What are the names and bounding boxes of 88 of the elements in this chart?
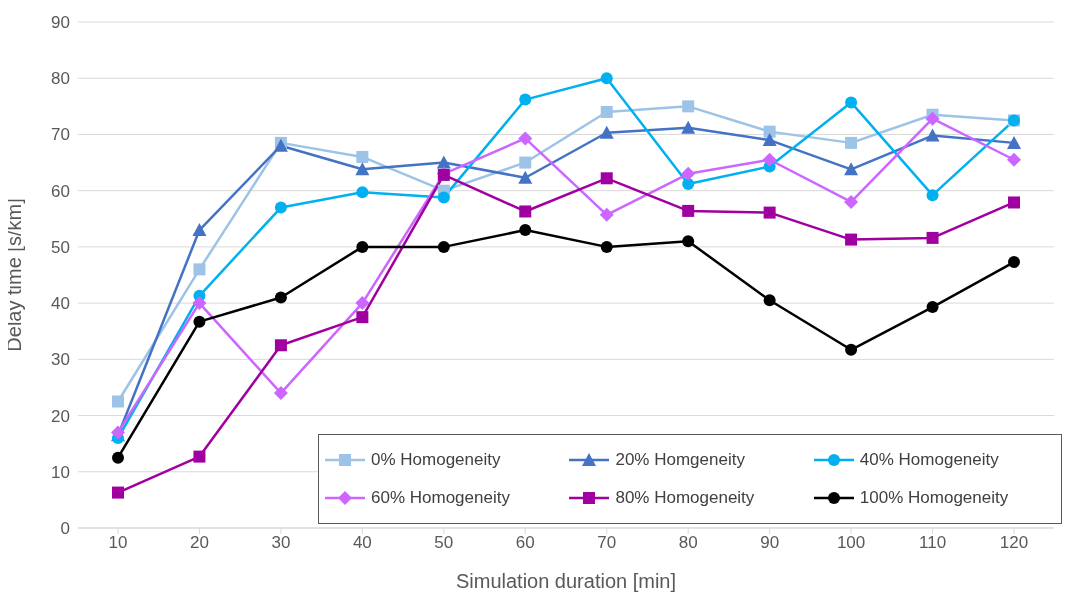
point	[682, 177, 695, 190]
point	[274, 291, 287, 304]
point	[273, 386, 288, 401]
point	[600, 72, 613, 85]
y-tick-label: 70	[51, 125, 70, 145]
point	[193, 315, 206, 328]
point	[519, 205, 532, 218]
point	[600, 240, 613, 253]
point	[437, 191, 450, 204]
y-tick-label: 30	[51, 350, 70, 370]
x-tick-label: 20	[189, 533, 209, 553]
point	[436, 155, 451, 169]
point	[600, 172, 613, 185]
legend-label: 100% Homogeneity	[859, 488, 1009, 508]
legend-label: 0% Homogeneity	[371, 450, 501, 470]
point	[192, 223, 207, 237]
point	[112, 486, 124, 499]
point	[763, 125, 776, 138]
point	[112, 395, 124, 408]
y-tick-label: 90	[51, 13, 70, 33]
y-tick-label: 20	[51, 406, 70, 426]
point	[1007, 135, 1021, 149]
y-tick-label: 80	[51, 69, 70, 89]
point	[356, 186, 369, 199]
x-tick-label: 30	[271, 533, 291, 553]
y-tick-label: 60	[51, 181, 70, 201]
point	[845, 233, 858, 246]
point	[763, 206, 776, 219]
point	[762, 152, 777, 167]
point	[844, 194, 859, 209]
y-tick-label: 10	[51, 462, 70, 482]
point	[437, 240, 450, 253]
y-tick-label: 40	[51, 294, 70, 314]
x-tick-label: 40	[352, 533, 372, 553]
point	[762, 133, 777, 147]
point	[926, 301, 939, 314]
point	[518, 131, 533, 146]
point	[763, 294, 776, 307]
point	[681, 120, 696, 134]
x-tick-label: 60	[515, 533, 535, 553]
x-tick-label: 10	[108, 533, 128, 553]
point	[518, 170, 533, 184]
legend-label: 80% Homogeneity	[615, 488, 755, 508]
point	[355, 296, 370, 311]
y-tick-label: 50	[51, 237, 70, 257]
point	[519, 156, 532, 169]
point	[926, 189, 939, 202]
point	[682, 204, 695, 217]
point	[682, 100, 695, 113]
point	[519, 224, 532, 237]
x-tick-label: 90	[760, 533, 780, 553]
point	[519, 93, 532, 106]
x-tick-label: 50	[434, 533, 454, 553]
point	[193, 450, 206, 463]
point	[926, 231, 939, 244]
point	[599, 125, 614, 139]
point	[274, 201, 287, 214]
point	[356, 150, 369, 163]
legend-label: 40% Homogeneity	[859, 450, 999, 470]
point	[845, 136, 858, 149]
point	[844, 162, 859, 176]
point	[274, 339, 287, 352]
x-tick-label: 110	[918, 533, 947, 553]
point	[356, 240, 369, 253]
y-tick-label: 0	[60, 519, 70, 539]
point	[355, 162, 370, 176]
point	[1008, 256, 1020, 269]
point	[599, 207, 614, 222]
point	[925, 128, 940, 142]
point	[1007, 152, 1021, 167]
point	[356, 311, 369, 324]
point	[845, 96, 858, 109]
x-axis-title: Simulation duration [min]	[455, 570, 677, 592]
legend-label: 60% Homogeneity	[371, 488, 510, 508]
point	[1008, 196, 1020, 209]
x-tick-label: 80	[678, 533, 698, 553]
x-tick-label: 120	[999, 533, 1029, 553]
point	[682, 235, 695, 248]
point	[845, 343, 858, 356]
point	[681, 166, 696, 181]
point	[193, 263, 206, 276]
point	[112, 451, 124, 464]
x-tick-label: 100	[836, 533, 866, 553]
point	[192, 296, 207, 311]
x-tick-label: 70	[597, 533, 617, 553]
point	[600, 105, 613, 118]
legend-label: 20% Homgeneity	[615, 450, 745, 470]
point	[925, 111, 940, 126]
